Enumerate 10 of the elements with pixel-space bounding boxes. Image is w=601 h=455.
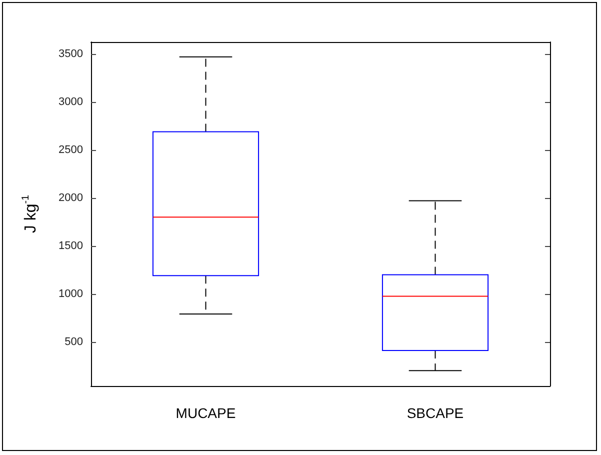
x-tick-label: MUCAPE bbox=[176, 405, 236, 421]
x-tick-label: SBCAPE bbox=[406, 405, 464, 421]
y-tick-label: 3000 bbox=[58, 96, 83, 108]
y-tick-label: 500 bbox=[64, 336, 83, 348]
y-tick-label: 3500 bbox=[58, 48, 83, 60]
y-tick-label: 1500 bbox=[58, 240, 83, 252]
y-tick-label: 1000 bbox=[58, 288, 83, 300]
y-tick-label: 2500 bbox=[58, 144, 83, 156]
y-axis-title: J kg-1 bbox=[20, 194, 40, 234]
y-tick-label: 2000 bbox=[58, 192, 83, 204]
